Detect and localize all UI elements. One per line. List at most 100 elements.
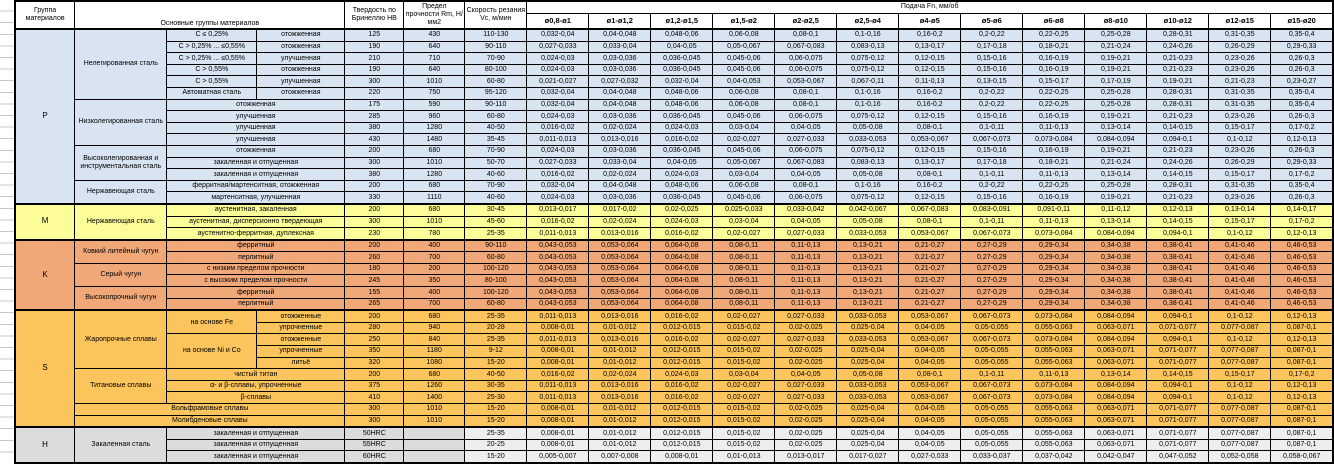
- header-group-col[interactable]: Группа материалов: [14, 0, 76, 30]
- feed-cell[interactable]: 0,055-0,063: [1022, 438, 1086, 452]
- feed-cell[interactable]: 0,071-0,077: [1146, 414, 1210, 428]
- feed-cell[interactable]: 0,024-0,03: [526, 63, 590, 77]
- feed-cell[interactable]: 0,04-0,05: [774, 368, 838, 381]
- feed-cell[interactable]: 0,064-0,08: [650, 251, 714, 264]
- feed-cell[interactable]: 0,11-0,13: [1022, 215, 1086, 229]
- feed-cell[interactable]: 0,075-0,12: [836, 63, 900, 77]
- feed-cell[interactable]: 0,12-0,13: [1270, 309, 1334, 323]
- vc-cell[interactable]: 15-20: [464, 403, 528, 416]
- feed-cell[interactable]: 0,043-0,053: [526, 262, 590, 276]
- feed-cell[interactable]: 0,077-0,087: [1208, 345, 1272, 358]
- feed-cell[interactable]: 0,03-0,04: [712, 168, 776, 181]
- feed-cell[interactable]: 0,08-0,11: [712, 262, 776, 276]
- feed-cell[interactable]: 0,013-0,016: [588, 227, 652, 241]
- feed-cell[interactable]: 0,042-0,047: [1084, 450, 1148, 464]
- feed-cell[interactable]: 0,41-0,46: [1208, 286, 1272, 299]
- diameter-col-header[interactable]: ø12-ø15: [1208, 12, 1272, 30]
- feed-cell[interactable]: 0,18-0,21: [1022, 156, 1086, 170]
- diameter-col-header[interactable]: ø1,2-ø1,5: [650, 12, 714, 30]
- feed-cell[interactable]: 0,033-0,042: [774, 202, 838, 217]
- rm-cell[interactable]: 1010: [403, 156, 466, 170]
- feed-cell[interactable]: 0,055-0,063: [1022, 414, 1086, 428]
- hb-cell[interactable]: 430: [344, 133, 405, 146]
- feed-cell[interactable]: 0,16-0,2: [898, 86, 962, 100]
- feed-cell[interactable]: 0,094-0,1: [1146, 227, 1210, 241]
- feed-cell[interactable]: 0,1-0,11: [960, 168, 1024, 181]
- material-cell[interactable]: Высокопрочный чугун: [74, 286, 168, 311]
- vc-cell[interactable]: 15-20: [464, 414, 528, 428]
- feed-cell[interactable]: 0,016-0,02: [650, 379, 714, 393]
- feed-cell[interactable]: 0,38-0,41: [1146, 238, 1210, 253]
- rm-cell[interactable]: 400: [403, 238, 466, 253]
- group-letter-cell[interactable]: S: [14, 309, 76, 428]
- rm-cell[interactable]: 1480: [403, 133, 466, 146]
- feed-cell[interactable]: 0,15-0,16: [960, 52, 1024, 65]
- feed-cell[interactable]: 0,04-0,053: [712, 75, 776, 88]
- feed-cell[interactable]: 0,094-0,1: [1146, 309, 1210, 323]
- material-cell[interactable]: на основе Ni и Co: [166, 333, 258, 370]
- feed-cell[interactable]: 0,045-0,06: [712, 52, 776, 65]
- vc-cell[interactable]: 35-45: [464, 133, 528, 146]
- feed-cell[interactable]: 0,016-0,02: [650, 309, 714, 323]
- rm-cell[interactable]: 430: [403, 27, 466, 42]
- feed-cell[interactable]: 0,12-0,15: [898, 144, 962, 158]
- feed-cell[interactable]: 0,063-0,071: [1084, 345, 1148, 358]
- vc-cell[interactable]: 90-110: [464, 40, 528, 54]
- hb-cell[interactable]: 155: [344, 286, 405, 299]
- feed-cell[interactable]: 0,016-0,02: [526, 168, 590, 181]
- feed-cell[interactable]: 0,01-0,012: [588, 403, 652, 416]
- vc-cell[interactable]: 30-45: [464, 202, 528, 217]
- feed-cell[interactable]: 0,012-0,015: [650, 414, 714, 428]
- feed-cell[interactable]: 0,27-0,29: [960, 251, 1024, 264]
- rm-cell[interactable]: 640: [403, 40, 466, 54]
- group-letter-cell[interactable]: M: [14, 202, 76, 241]
- feed-cell[interactable]: 0,027-0,033: [774, 333, 838, 347]
- feed-cell[interactable]: 0,13-0,21: [836, 297, 900, 311]
- vc-cell[interactable]: 25-35: [464, 333, 528, 347]
- hb-cell[interactable]: 200: [344, 144, 405, 158]
- material-cell[interactable]: аустенитная, закаленная: [166, 202, 346, 217]
- rm-cell[interactable]: 1010: [403, 75, 466, 88]
- feed-cell[interactable]: 0,075-0,12: [836, 52, 900, 65]
- feed-cell[interactable]: 0,027-0,032: [588, 75, 652, 88]
- feed-cell[interactable]: 0,12-0,13: [1270, 133, 1334, 146]
- feed-cell[interactable]: 0,14-0,15: [1146, 168, 1210, 181]
- feed-cell[interactable]: 0,055-0,063: [1022, 403, 1086, 416]
- feed-cell[interactable]: 0,02-0,024: [588, 121, 652, 135]
- feed-cell[interactable]: 0,31-0,35: [1208, 27, 1272, 42]
- feed-cell[interactable]: 0,15-0,17: [1208, 215, 1272, 229]
- material-cell[interactable]: перлитный: [166, 251, 346, 264]
- feed-cell[interactable]: 0,11-0,13: [774, 286, 838, 299]
- feed-cell[interactable]: 0,03-0,04: [712, 121, 776, 135]
- hb-cell[interactable]: 380: [344, 121, 405, 135]
- vc-cell[interactable]: 40-50: [464, 121, 528, 135]
- feed-cell[interactable]: 0,28-0,31: [1146, 86, 1210, 100]
- feed-cell[interactable]: 0,28-0,31: [1146, 98, 1210, 112]
- feed-cell[interactable]: 0,1-0,12: [1208, 379, 1272, 393]
- feed-cell[interactable]: 0,29-0,34: [1022, 286, 1086, 299]
- feed-cell[interactable]: 0,17-0,18: [960, 40, 1024, 54]
- feed-cell[interactable]: 0,063-0,071: [1084, 414, 1148, 428]
- feed-cell[interactable]: 0,12-0,13: [1270, 227, 1334, 241]
- diameter-col-header[interactable]: ø15-ø20: [1270, 12, 1334, 30]
- material-cell[interactable]: Ковкий литейный чугун: [74, 238, 168, 264]
- vc-cell[interactable]: 80-100: [464, 274, 528, 288]
- hb-cell[interactable]: 125: [344, 27, 405, 42]
- feed-cell[interactable]: 0,06-0,08: [712, 98, 776, 112]
- vc-cell[interactable]: 25-35: [464, 309, 528, 323]
- hb-cell[interactable]: 200: [344, 202, 405, 217]
- material-cell[interactable]: улучшенная: [166, 133, 346, 146]
- feed-cell[interactable]: 0,35-0,4: [1270, 98, 1334, 112]
- feed-cell[interactable]: 0,025-0,033: [712, 202, 776, 217]
- feed-cell[interactable]: 0,036-0,045: [650, 52, 714, 65]
- feed-cell[interactable]: 0,29-0,33: [1270, 156, 1334, 170]
- feed-cell[interactable]: 0,015-0,02: [712, 414, 776, 428]
- feed-cell[interactable]: 0,073-0,084: [1022, 379, 1086, 393]
- feed-cell[interactable]: 0,12-0,13: [1146, 202, 1210, 217]
- feed-cell[interactable]: 0,21-0,27: [898, 274, 962, 288]
- feed-cell[interactable]: 0,043-0,053: [526, 297, 590, 311]
- feed-cell[interactable]: 0,067-0,073: [960, 309, 1024, 323]
- feed-cell[interactable]: 0,26-0,3: [1270, 144, 1334, 158]
- feed-cell[interactable]: 0,34-0,38: [1084, 262, 1148, 276]
- material-cell[interactable]: β-сплавы: [166, 391, 346, 404]
